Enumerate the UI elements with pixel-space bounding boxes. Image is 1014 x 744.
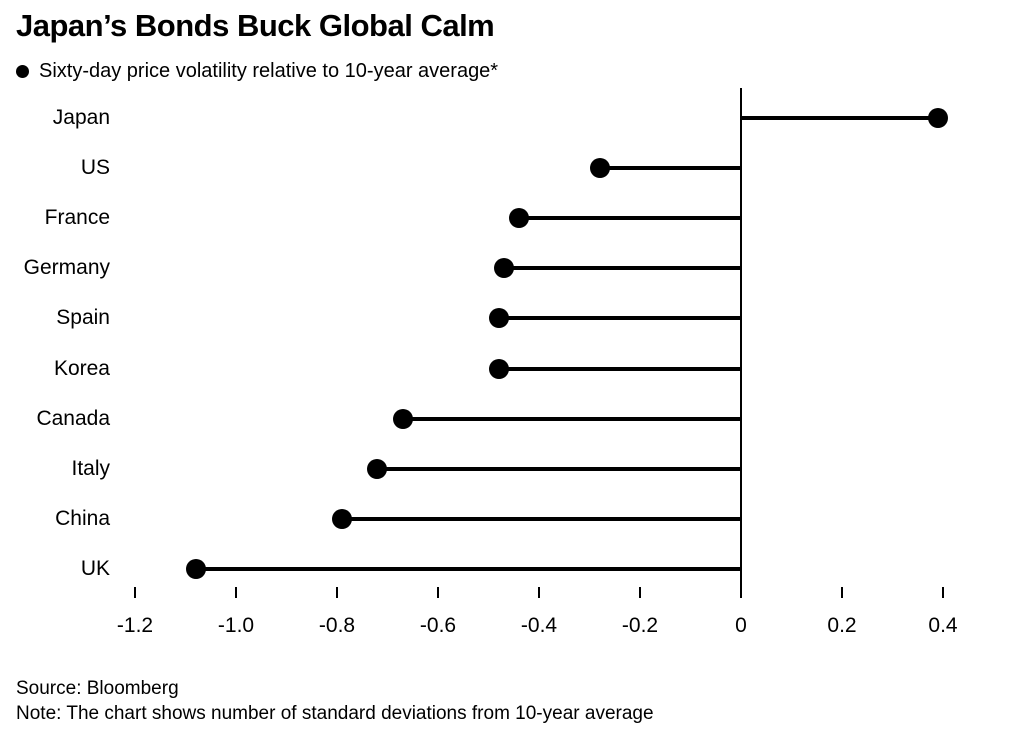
category-label: Korea (53, 356, 110, 380)
source-note: Source: Bloomberg (16, 678, 179, 699)
lollipop-dot (185, 558, 206, 579)
chart-footer: Source: Bloomberg Note: The chart shows … (16, 676, 654, 726)
axis-tick-label: -0.6 (419, 614, 457, 637)
axis-tick-label: -0.4 (520, 614, 558, 637)
category-label: Italy (71, 456, 110, 480)
axis-tick-label: 0 (735, 614, 747, 637)
axis-tick (740, 587, 742, 598)
category-label: Canada (36, 406, 110, 430)
chart-legend: Sixty-day price volatility relative to 1… (16, 59, 498, 83)
axis-tick-label: 0.2 (827, 614, 857, 637)
legend-label: Sixty-day price volatility relative to 1… (39, 60, 499, 82)
lollipop-stem (599, 166, 741, 171)
category-label: UK (80, 556, 110, 580)
lollipop-stem (498, 316, 741, 321)
lollipop-dot (488, 358, 509, 379)
lollipop-dot (589, 158, 610, 179)
axis-tick-label: -0.8 (318, 614, 356, 637)
lollipop-stem (741, 116, 938, 120)
legend-bullet-icon (16, 64, 29, 78)
axis-tick (841, 587, 843, 598)
axis-tick (336, 587, 338, 598)
zero-axis-line (740, 88, 742, 598)
lollipop-stem (195, 566, 741, 571)
lollipop-dot (493, 258, 514, 279)
axis-tick (437, 587, 439, 598)
lollipop-stem (342, 516, 741, 521)
axis-tick-label: -1.2 (116, 614, 154, 637)
category-label: Germany (23, 256, 110, 280)
lollipop-stem (377, 466, 741, 471)
methodology-note: Note: The chart shows number of standard… (16, 703, 654, 724)
axis-tick (639, 587, 641, 598)
axis-tick-label: -0.2 (621, 614, 659, 637)
axis-tick-label: -1.0 (217, 614, 255, 637)
lollipop-dot (392, 408, 413, 429)
category-label: China (55, 506, 110, 530)
category-label: Japan (52, 106, 110, 129)
chart-title: Japan’s Bonds Buck Global Calm (16, 8, 495, 43)
lollipop-stem (518, 216, 741, 221)
axis-tick (538, 587, 540, 598)
lollipop-stem (503, 266, 741, 271)
lollipop-dot (927, 108, 948, 128)
lollipop-dot (488, 308, 509, 329)
axis-tick (134, 587, 136, 598)
axis-tick (942, 587, 944, 598)
category-label: France (44, 206, 110, 230)
axis-tick (235, 587, 237, 598)
axis-tick-label: 0.4 (928, 614, 958, 637)
lollipop-stem (402, 416, 741, 421)
lollipop-dot (367, 458, 388, 479)
category-label: US (80, 156, 110, 180)
lollipop-stem (498, 366, 741, 371)
category-label: Spain (56, 306, 110, 330)
lollipop-dot (332, 508, 353, 529)
lollipop-dot (508, 208, 529, 229)
